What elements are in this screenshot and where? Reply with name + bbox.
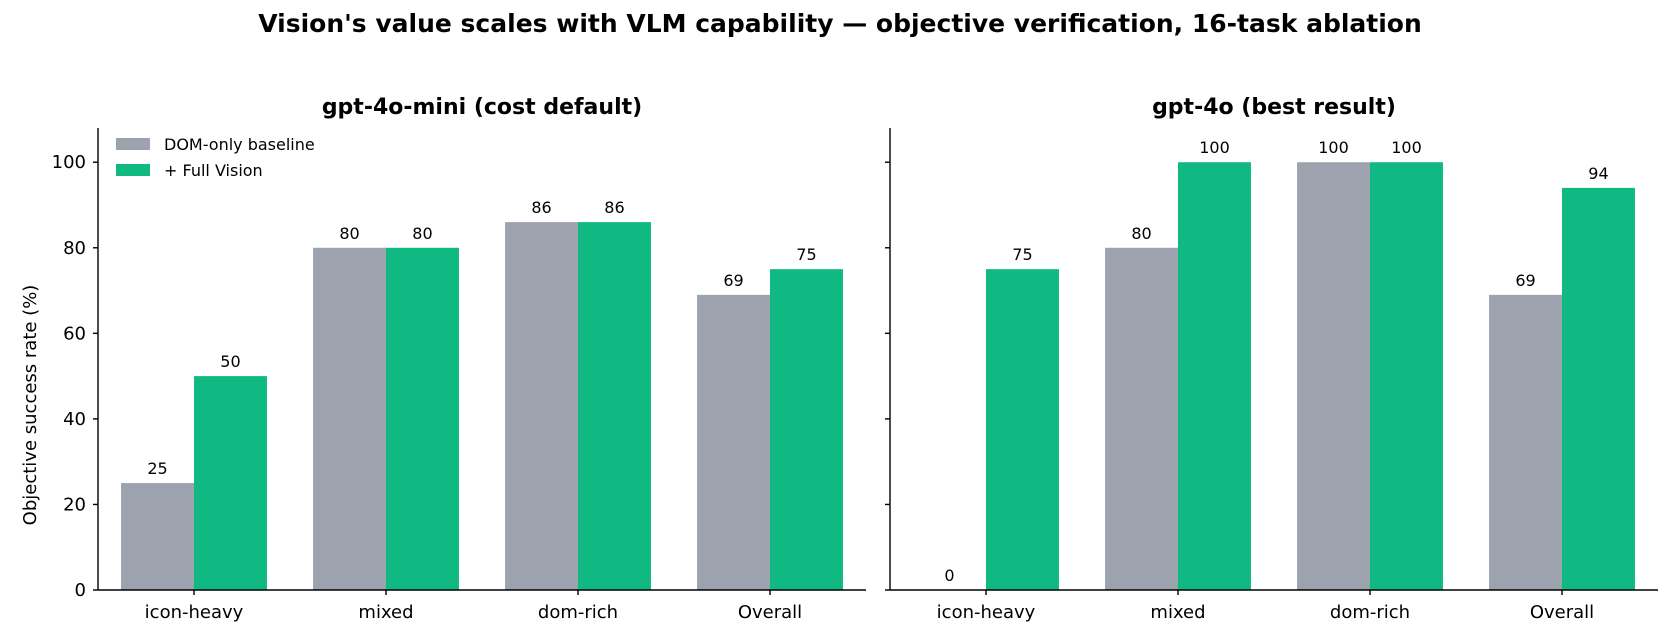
data-label: 100 bbox=[1199, 138, 1230, 157]
figure-title: Vision's value scales with VLM capabilit… bbox=[258, 9, 1422, 38]
bar-vision-dom-rich bbox=[578, 222, 651, 590]
panel-2: gpt-4o (best result) 0 75 icon-heavy 80 100 mi… bbox=[885, 95, 1658, 623]
data-label: 0 bbox=[944, 566, 954, 585]
legend: DOM-only baseline + Full Vision bbox=[116, 135, 315, 180]
data-label: 100 bbox=[1318, 138, 1349, 157]
bar-vision-overall bbox=[1562, 187, 1635, 590]
bar-baseline-dom-rich bbox=[505, 222, 578, 590]
bar-vision-dom-rich bbox=[1370, 162, 1443, 590]
data-label: 94 bbox=[1588, 164, 1608, 183]
data-label: 80 bbox=[412, 224, 432, 243]
data-label: 80 bbox=[1131, 224, 1151, 243]
x-tick-label: mixed bbox=[1150, 602, 1205, 623]
legend-label: DOM-only baseline bbox=[164, 135, 315, 154]
panel-title: gpt-4o (best result) bbox=[1152, 95, 1396, 120]
data-label: 75 bbox=[1012, 245, 1032, 264]
x-tick-label: Overall bbox=[1530, 602, 1594, 623]
chart-panels: gpt-4o-mini (cost default) 25 50 icon-heavy… bbox=[52, 95, 1658, 623]
legend-label: + Full Vision bbox=[164, 161, 263, 180]
bar-vision-icon-heavy bbox=[194, 376, 267, 590]
y-tick-label: 0 bbox=[75, 580, 86, 601]
data-label: 86 bbox=[531, 198, 551, 217]
data-label: 25 bbox=[147, 459, 167, 478]
x-tick-label: Overall bbox=[738, 602, 802, 623]
y-tick-label: 40 bbox=[63, 409, 86, 430]
panel-title: gpt-4o-mini (cost default) bbox=[322, 95, 642, 120]
bar-vision-overall bbox=[770, 269, 843, 590]
data-label: 69 bbox=[723, 271, 743, 290]
data-label: 86 bbox=[604, 198, 624, 217]
bar-vision-mixed bbox=[386, 247, 459, 590]
x-tick-label: dom-rich bbox=[1330, 602, 1410, 623]
y-tick-label: 80 bbox=[63, 238, 86, 259]
x-tick-label: icon-heavy bbox=[145, 602, 244, 623]
legend-swatch bbox=[116, 138, 150, 150]
x-tick-label: mixed bbox=[358, 602, 413, 623]
panel-1: gpt-4o-mini (cost default) 25 50 icon-heavy… bbox=[52, 95, 866, 623]
bar-baseline-icon-heavy bbox=[121, 483, 194, 590]
x-tick-label: icon-heavy bbox=[937, 602, 1036, 623]
y-tick-label: 20 bbox=[63, 494, 86, 515]
data-label: 50 bbox=[220, 352, 240, 371]
bar-baseline-overall bbox=[1489, 294, 1562, 590]
y-tick-label: 60 bbox=[63, 323, 86, 344]
x-tick-label: dom-rich bbox=[538, 602, 618, 623]
y-tick-label: 100 bbox=[52, 152, 86, 173]
bar-baseline-mixed bbox=[1105, 247, 1178, 590]
bar-baseline-overall bbox=[697, 294, 770, 590]
data-label: 80 bbox=[339, 224, 359, 243]
bar-vision-mixed bbox=[1178, 162, 1251, 590]
legend-swatch bbox=[116, 164, 150, 176]
bar-baseline-mixed bbox=[313, 247, 386, 590]
bar-baseline-dom-rich bbox=[1297, 162, 1370, 590]
data-label: 75 bbox=[796, 245, 816, 264]
bar-vision-icon-heavy bbox=[986, 269, 1059, 590]
data-label: 69 bbox=[1515, 271, 1535, 290]
y-axis-label: Objective success rate (%) bbox=[20, 285, 41, 526]
data-label: 100 bbox=[1391, 138, 1422, 157]
